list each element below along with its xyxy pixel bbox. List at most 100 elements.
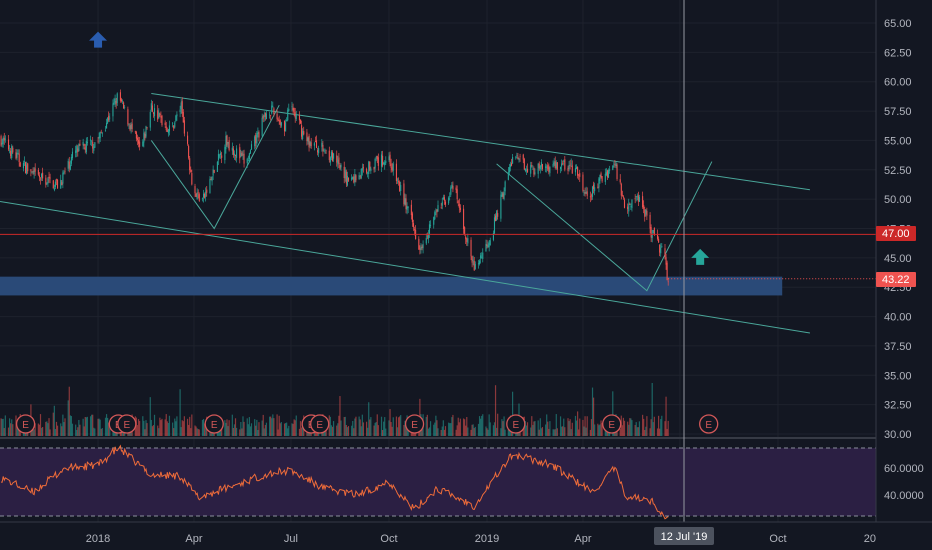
candle-body xyxy=(213,169,215,173)
volume-bar xyxy=(224,420,226,436)
volume-bar xyxy=(585,427,587,436)
candle-body xyxy=(325,149,327,151)
candle-body xyxy=(585,191,587,194)
earnings-marker[interactable]: E xyxy=(15,414,36,434)
volume-bar xyxy=(659,428,661,436)
candle-body xyxy=(32,171,34,173)
candle-body xyxy=(616,164,618,180)
candle-body xyxy=(549,167,551,174)
volume-bar xyxy=(190,428,192,436)
candle-body xyxy=(526,168,529,173)
volume-bar xyxy=(94,428,96,436)
candle-body xyxy=(323,150,325,152)
volume-bar xyxy=(151,426,153,436)
candle-body xyxy=(360,168,362,179)
volume-bar xyxy=(228,420,230,436)
candle-body xyxy=(539,166,541,170)
support-zone[interactable] xyxy=(0,276,783,296)
drawings[interactable] xyxy=(0,92,811,334)
volume-bar xyxy=(205,421,207,436)
candle-body xyxy=(459,207,461,210)
candle-body xyxy=(646,210,648,216)
volume-bar xyxy=(502,421,504,436)
candle-body xyxy=(115,101,117,105)
volume-bar xyxy=(635,422,637,436)
volume-bar xyxy=(485,426,487,436)
volume-bar xyxy=(351,425,353,436)
candle-body xyxy=(172,123,174,125)
volume-bar xyxy=(263,428,265,436)
volume-bar xyxy=(598,425,600,436)
candle-body xyxy=(315,140,318,148)
volume-bar xyxy=(345,424,347,436)
candle-body xyxy=(361,168,363,171)
volume-bar xyxy=(456,425,458,436)
time-tick-label: Oct xyxy=(380,533,397,545)
candle-body xyxy=(64,170,66,172)
volume-bar xyxy=(538,429,540,436)
earnings-marker[interactable]: E xyxy=(602,414,622,434)
arrow-markers[interactable] xyxy=(89,31,710,265)
candle-body xyxy=(174,122,176,128)
volume-bar xyxy=(70,416,73,436)
candle-body xyxy=(444,201,447,205)
candle-body xyxy=(114,98,116,103)
candle-body xyxy=(306,132,308,142)
earnings-marker[interactable]: E xyxy=(310,414,330,434)
candle-body xyxy=(124,107,126,108)
candle-body xyxy=(457,201,459,203)
volume-bar xyxy=(291,423,293,436)
volume-bar xyxy=(42,427,44,436)
candle-body xyxy=(130,124,132,129)
candle-body xyxy=(301,125,303,137)
earnings-marker[interactable]: E xyxy=(506,414,526,434)
candle-body xyxy=(667,281,669,283)
earnings-markers[interactable]: EEEEEEEEEE xyxy=(15,414,719,434)
volume-bar xyxy=(440,429,442,436)
candle-body xyxy=(146,127,148,128)
volume-bar xyxy=(83,426,85,436)
candle-body xyxy=(1,142,3,145)
earnings-marker[interactable]: E xyxy=(204,414,224,434)
trendline-zigzag-2018[interactable] xyxy=(150,104,280,230)
candle-body xyxy=(458,203,460,208)
up-arrow-icon[interactable] xyxy=(691,248,710,265)
trendline-channel-lower[interactable] xyxy=(0,200,811,334)
volume-bar xyxy=(292,423,294,436)
candle-body xyxy=(660,247,662,254)
candle-body xyxy=(497,213,499,217)
volume-bar xyxy=(450,423,452,436)
trendline-zigzag-2019[interactable] xyxy=(496,161,713,292)
time-axis[interactable]: 2018AprJulOct2019AprJulOct20 xyxy=(86,533,876,545)
candle-body xyxy=(131,123,133,130)
candle-body xyxy=(534,172,536,174)
earnings-marker[interactable]: E xyxy=(404,414,425,434)
volume-bar xyxy=(264,424,266,436)
price-axis[interactable]: 65.0062.5060.0057.5055.0052.5050.0047.50… xyxy=(884,18,912,441)
volume-bar xyxy=(104,417,107,436)
candle-body xyxy=(472,259,474,261)
volume-bar xyxy=(85,417,87,436)
candle-body xyxy=(368,161,370,175)
volume-bar xyxy=(181,420,183,436)
volume-bar xyxy=(201,419,204,436)
earnings-marker[interactable]: E xyxy=(699,414,719,434)
candle-body xyxy=(501,192,503,197)
candle-body xyxy=(33,170,35,174)
candle-body xyxy=(429,225,432,227)
volume-bar xyxy=(395,416,398,436)
volume-bar xyxy=(232,427,234,436)
earnings-marker[interactable]: E xyxy=(117,414,137,434)
candle-body xyxy=(451,184,453,188)
rsi-axis: 60.0000 40.0000 xyxy=(884,463,924,502)
up-arrow-icon[interactable] xyxy=(89,31,108,48)
volume-bar xyxy=(524,421,526,436)
volume-bar xyxy=(242,416,244,436)
trendline-channel-upper[interactable] xyxy=(151,92,810,191)
candle-body xyxy=(512,157,514,164)
candle-body xyxy=(377,157,379,166)
volume-bar xyxy=(258,422,260,436)
volume-bar xyxy=(55,421,58,436)
horizontal-lines[interactable] xyxy=(0,233,876,280)
